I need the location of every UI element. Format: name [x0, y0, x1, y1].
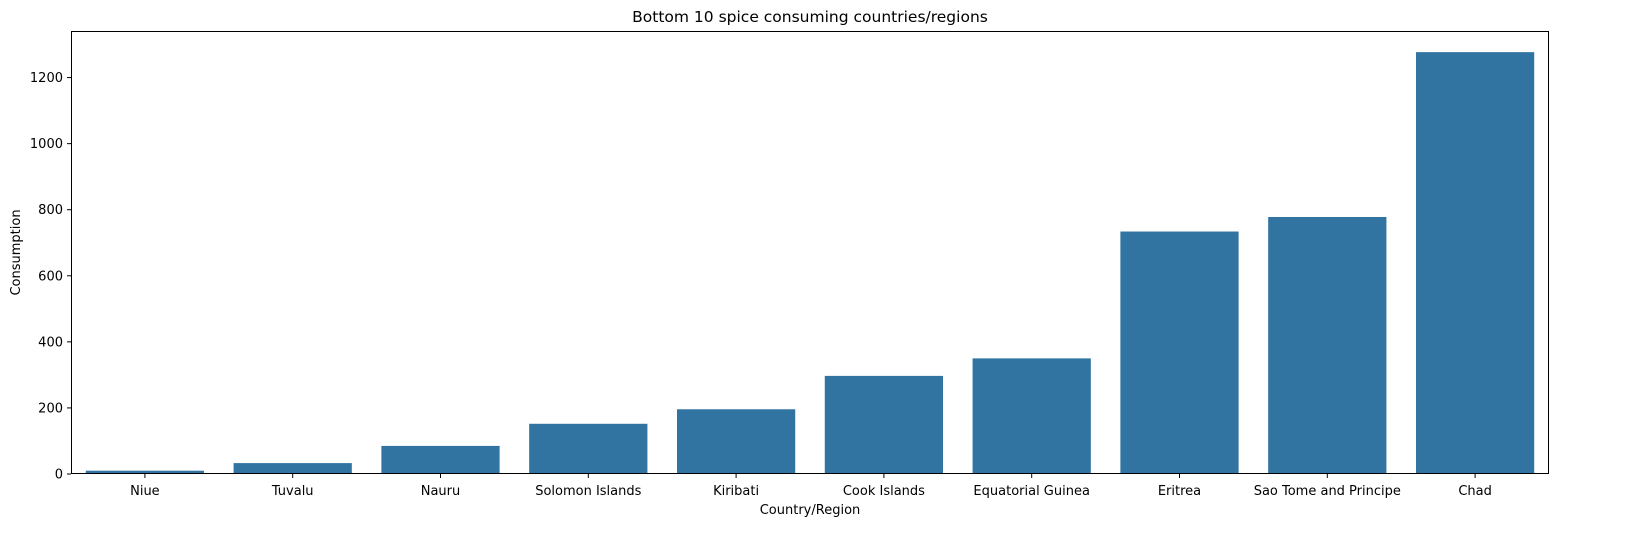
x-tick-label: Equatorial Guinea — [973, 484, 1090, 499]
bar-kiribati — [676, 409, 796, 474]
bar-eritrea — [1120, 231, 1239, 474]
y-tick-label: 1200 — [30, 71, 63, 86]
y-axis-ticks: 0 200 400 600 800 1000 1200 — [30, 71, 71, 483]
x-tick-label: Cook Islands — [843, 484, 925, 499]
y-tick-label: 600 — [38, 269, 63, 284]
x-tick-label: Sao Tome and Principe — [1254, 484, 1401, 499]
plot-frame — [71, 31, 1549, 474]
bar-equatorial-guinea — [972, 358, 1091, 474]
x-tick-label: Nauru — [421, 484, 461, 499]
x-tick-label: Niue — [130, 484, 160, 499]
bar-solomon-islands — [529, 423, 648, 474]
chart-title: Bottom 10 spice consuming countries/regi… — [632, 8, 988, 26]
y-tick-label: 800 — [38, 203, 63, 218]
bar-cook-islands — [824, 375, 944, 474]
bar-niue — [85, 470, 205, 474]
y-tick-label: 200 — [38, 401, 63, 416]
y-tick-label: 400 — [38, 335, 63, 350]
bar-sao-tome-and-principe — [1268, 216, 1387, 475]
bars — [85, 52, 1535, 475]
x-tick-label: Chad — [1458, 484, 1492, 499]
bar-nauru — [381, 445, 500, 474]
x-tick-label: Kiribati — [713, 484, 759, 499]
x-tick-label: Solomon Islands — [535, 484, 641, 499]
y-tick-label: 1000 — [30, 137, 63, 152]
x-axis-title: Country/Region — [760, 503, 861, 518]
x-tick-label: Tuvalu — [271, 484, 314, 499]
x-tick-label: Eritrea — [1158, 484, 1201, 499]
bar-tuvalu — [233, 463, 352, 474]
x-axis-ticks: Niue Tuvalu Nauru Solomon Islands Kiribati Co… — [130, 474, 1492, 499]
bar-chad — [1415, 52, 1535, 475]
y-axis-title: Consumption — [9, 209, 24, 295]
y-tick-label: 0 — [55, 468, 63, 483]
